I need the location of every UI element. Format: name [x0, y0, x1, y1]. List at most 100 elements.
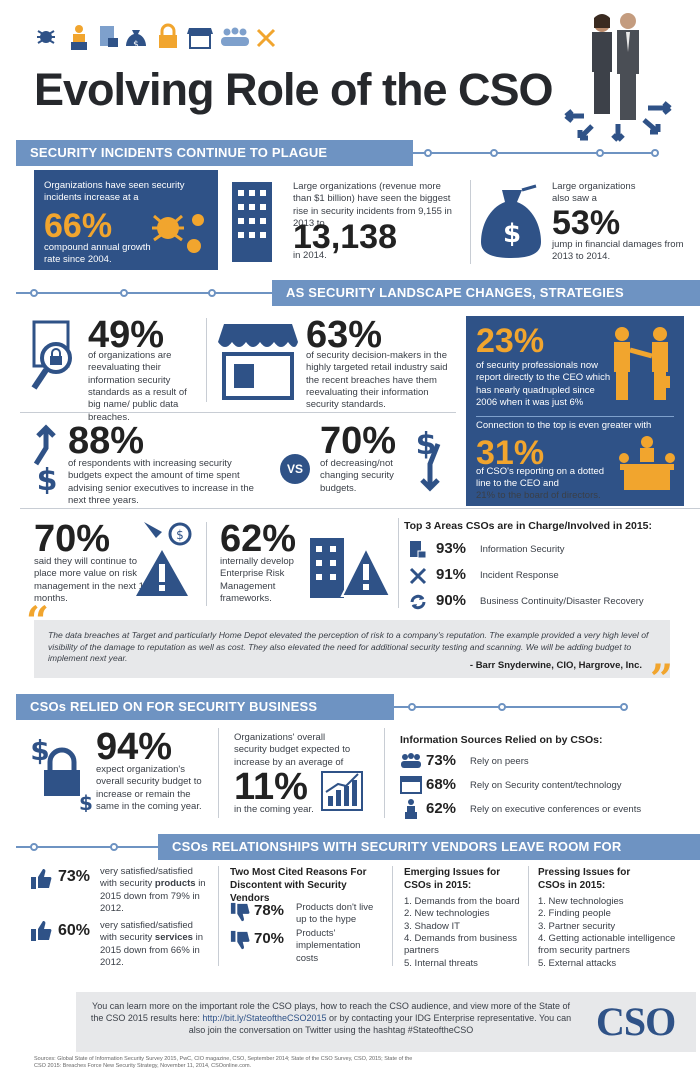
- refresh-icon: [410, 594, 426, 610]
- top3-label: Incident Response: [480, 570, 559, 581]
- business-people-illustration: [562, 8, 682, 144]
- page-title: Evolving Role of the CSO: [34, 64, 554, 115]
- svg-text:$: $: [133, 40, 139, 50]
- money-bag-icon: $: [126, 30, 146, 50]
- top3-value: 90%: [436, 592, 467, 609]
- top3-label: Information Security: [480, 544, 565, 555]
- footer-box: You can learn more on the important role…: [76, 992, 696, 1052]
- risk-text: said they will continue to place more va…: [34, 556, 150, 605]
- budget-value: 94%: [96, 726, 173, 768]
- cost-value: 70%: [254, 930, 285, 947]
- header-node: [620, 703, 628, 711]
- header-node: [30, 843, 38, 851]
- enterprise-warning-icon: [310, 538, 392, 598]
- growth-chart-icon: [321, 771, 363, 811]
- padlock-icon: [159, 23, 177, 48]
- quote-author: - Barr Snyderwine, CIO, Hargrove, Inc.: [469, 660, 642, 671]
- services-sat-text: very satisfied/satisfied with security s…: [100, 920, 203, 969]
- list-item: 91% Incident Response: [404, 564, 694, 590]
- section-header-strategies: AS SECURITY LANDSCAPE CHANGES, STRATEGIE…: [272, 280, 700, 326]
- magnifier-document-icon: [31, 320, 72, 390]
- sources-list: 73% Rely on peers 68% Rely on Security c…: [400, 750, 690, 822]
- divider: [218, 866, 219, 966]
- advising-value: 88%: [68, 420, 145, 462]
- header-node: [651, 149, 659, 157]
- emerging-title: Emerging Issues for CSOs in 2015:: [404, 867, 501, 891]
- retail-text: of security decision-makers in the highl…: [306, 350, 448, 411]
- storefront-icon: [187, 28, 213, 49]
- divider: [20, 412, 456, 413]
- divider: [20, 508, 700, 509]
- products-sat-text: very satisfied/satisfied with security p…: [100, 866, 206, 915]
- products-sat-value: 73%: [58, 868, 91, 885]
- increase-text-1: Organizations' overall security budget e…: [234, 732, 351, 768]
- list-item: 73% Rely on peers: [400, 750, 690, 774]
- thumbs-down-icon: [230, 930, 250, 950]
- framework-value: 62%: [220, 518, 297, 560]
- large-org-value: 13,138: [293, 218, 397, 256]
- money-bag-icon: $: [481, 184, 541, 258]
- list-item: 2. New technologies: [404, 908, 490, 920]
- report-ceo-text: of security professionals now report dir…: [476, 360, 611, 409]
- quote-box: The data breaches at Target and particul…: [34, 620, 670, 678]
- increase-value: 11%: [234, 766, 308, 808]
- damages-text-1: Large organizations also saw a: [552, 181, 636, 205]
- header-node: [596, 149, 604, 157]
- svg-text:$: $: [79, 791, 93, 812]
- handshake-icon: [614, 327, 670, 400]
- bug-icon: [37, 30, 55, 44]
- divider: [206, 522, 207, 606]
- header-node: [408, 703, 416, 711]
- damages-value: 53%: [552, 204, 621, 242]
- header-node: [490, 149, 498, 157]
- list-item: 1. Demands from the board: [404, 896, 520, 907]
- source-label: Rely on peers: [470, 756, 529, 767]
- source-value: 68%: [426, 776, 457, 793]
- header-node: [498, 703, 506, 711]
- budget-text: expect organization's overall security b…: [96, 764, 202, 813]
- list-item: 4. Demands from business partners: [404, 933, 517, 957]
- large-org-text-2: in 2014.: [293, 250, 327, 261]
- top3-value: 91%: [436, 566, 467, 583]
- framework-text: internally develop Enterprise Risk Manag…: [220, 556, 294, 605]
- source-value: 73%: [426, 752, 457, 769]
- retail-value: 63%: [306, 314, 383, 356]
- vs-badge: VS: [280, 454, 310, 484]
- divider: [476, 416, 674, 417]
- discontent-title: Two Most Cited Reasons For Discontent wi…: [230, 867, 367, 904]
- close-quote-icon: ”: [650, 656, 674, 703]
- results-link[interactable]: http://bit.ly/StateoftheCSO2015: [202, 1013, 327, 1024]
- header-node: [424, 149, 432, 157]
- cost-text: Products' implementation costs: [296, 928, 361, 964]
- incidents-growth-text-1: Organizations have seen security inciden…: [44, 180, 185, 204]
- budget-lock-icon: $ $: [30, 734, 93, 812]
- header-connector: [413, 152, 653, 154]
- svg-text:$: $: [416, 427, 437, 462]
- board-highlight: 21% to the board of directors.: [476, 490, 601, 501]
- thumbs-up-icon: [31, 869, 52, 889]
- header-node: [110, 843, 118, 851]
- document-lock-icon: [100, 26, 118, 47]
- open-quote-icon: “: [26, 598, 50, 645]
- services-sat-value: 60%: [58, 922, 91, 939]
- report-ceo-value: 23%: [476, 322, 545, 360]
- tools-icon: [256, 28, 276, 48]
- document-lock-icon: [410, 541, 427, 559]
- header-node: [120, 289, 128, 297]
- bug-icon: [152, 214, 204, 253]
- group-icon: [401, 753, 421, 768]
- svg-text:$: $: [37, 463, 58, 494]
- presenter-icon: [405, 799, 417, 819]
- header-node: [30, 289, 38, 297]
- group-icon: [221, 27, 249, 46]
- header-connector: [394, 706, 624, 708]
- top3-value: 93%: [436, 540, 467, 557]
- boardroom-icon: [619, 436, 675, 490]
- svg-text:$: $: [503, 219, 521, 249]
- advising-text: of respondents with increasing security …: [68, 458, 254, 507]
- incidents-growth-text-2: compound annual growth rate since 2004.: [44, 242, 151, 266]
- decreasing-value: 70%: [320, 420, 397, 462]
- board-text: of CSO's reporting on a dotted line to t…: [476, 466, 605, 490]
- thumbs-up-icon: [31, 921, 52, 941]
- sources-note: Sources: Global State of Information Sec…: [34, 1056, 413, 1070]
